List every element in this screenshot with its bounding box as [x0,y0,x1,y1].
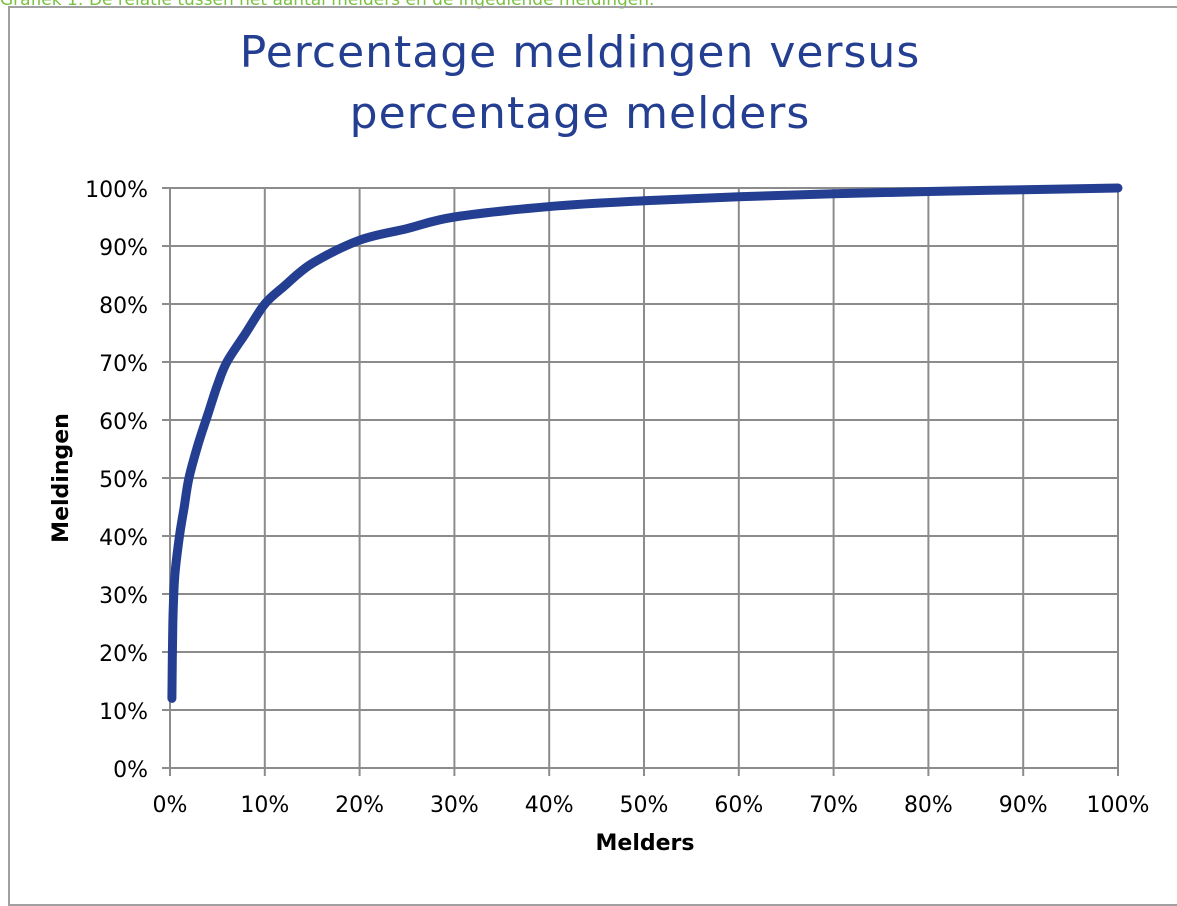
x-tick-label: 60% [714,793,763,818]
grid [162,187,1119,776]
tick-labels: 0% 10% 20% 30% 40% 50% 60% 70% 80% 90% 100% 0% 10% 20… [85,178,1149,818]
series-layer [167,183,1123,703]
y-tick-label: 0% [113,758,148,783]
x-tick-label: 90% [999,793,1048,818]
y-tick-label: 100% [85,178,148,203]
y-tick-label: 20% [99,642,148,667]
y-tick-label: 90% [99,236,148,261]
y-tick-label: 50% [99,468,148,493]
y-tick-label: 40% [99,526,148,551]
chart: Percentage meldingen versus percentage m… [49,27,1149,856]
x-tick-label: 10% [240,793,289,818]
y-tick-label: 60% [99,410,148,435]
chart-title-line-1: Percentage meldingen versus [240,27,921,78]
x-tick-label: 30% [430,793,479,818]
y-tick-label: 30% [99,584,148,609]
x-tick-label: 70% [809,793,858,818]
x-tick-label: 40% [525,793,574,818]
y-tick-label: 70% [99,352,148,377]
x-tick-label: 0% [153,793,188,818]
y-axis-label: Meldingen [49,413,74,543]
x-tick-label: 80% [904,793,953,818]
x-tick-label: 50% [620,793,669,818]
y-tick-label: 10% [99,700,148,725]
figure-caption: Grafiek 1: De relatie tussen het aantal … [0,0,655,10]
chart-title-line-2: percentage melders [350,88,811,139]
y-tick-label: 80% [99,294,148,319]
series-line-0 [167,183,1123,703]
x-axis-label: Melders [596,831,695,856]
x-tick-label: 100% [1087,793,1150,818]
x-tick-label: 20% [335,793,384,818]
